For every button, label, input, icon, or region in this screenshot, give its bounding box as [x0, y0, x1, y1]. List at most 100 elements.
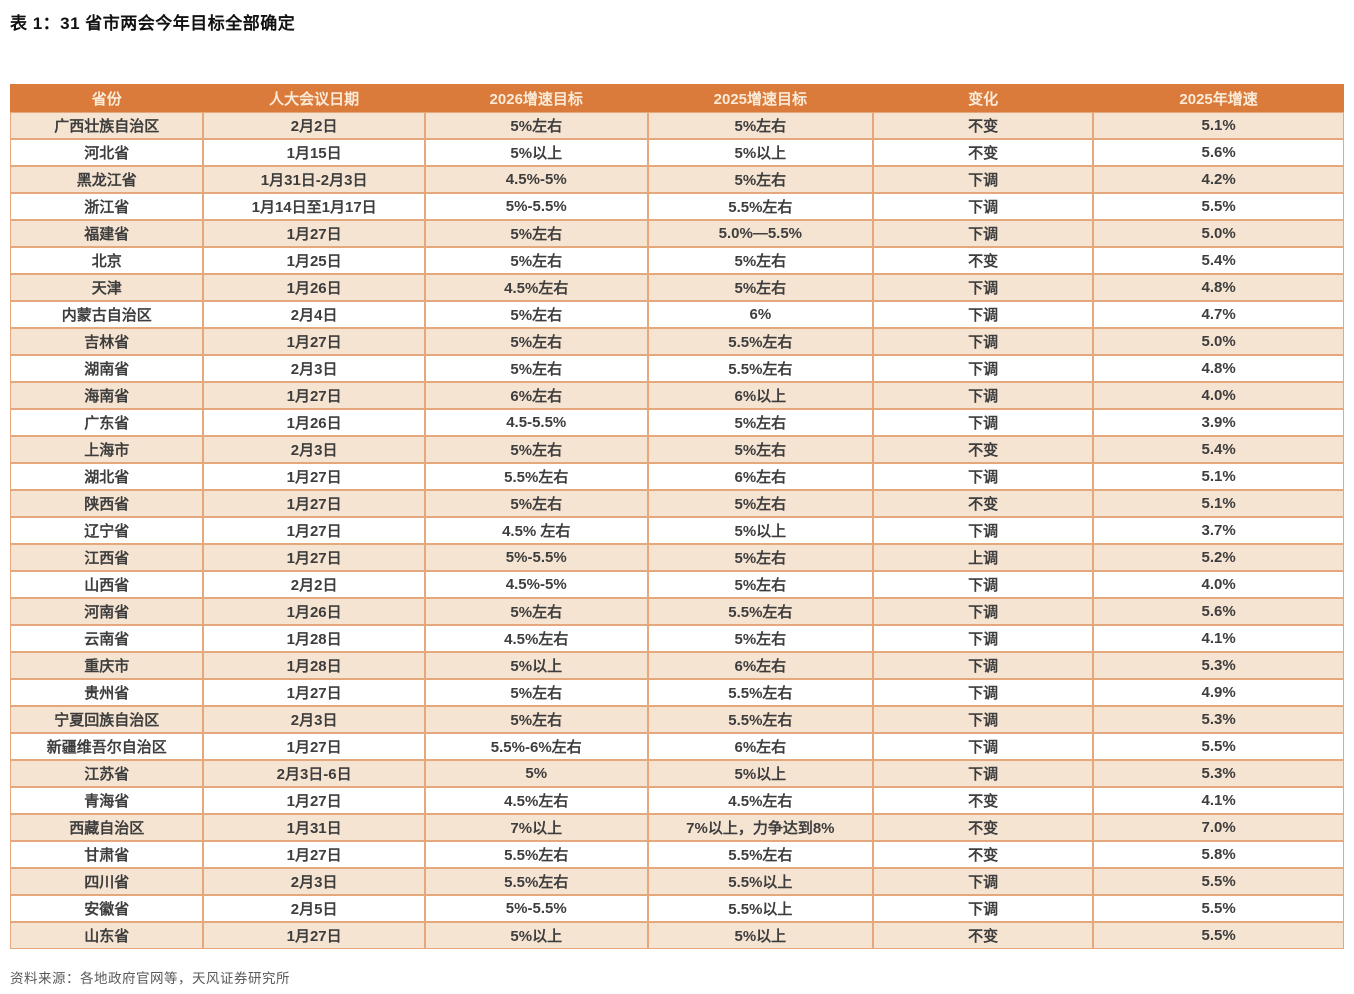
- target-2025-cell: 5.5%左右: [647, 193, 874, 220]
- meeting-date-cell: 1月27日: [203, 517, 425, 544]
- meeting-date-cell: 1月26日: [203, 598, 425, 625]
- growth-2025-cell: 5.3%: [1093, 706, 1344, 733]
- target-2026-cell: 5%左右: [424, 706, 648, 733]
- meeting-date-cell: 1月27日: [203, 328, 425, 355]
- table-row: 河南省 1月26日 5%左右 5.5%左右 下调 5.6%: [10, 598, 1344, 625]
- growth-2025-cell: 5.3%: [1093, 760, 1344, 787]
- province-cell: 河北省: [10, 139, 204, 166]
- table-row: 安徽省 2月5日 5%-5.5% 5.5%以上 下调 5.5%: [10, 895, 1344, 922]
- table-row: 西藏自治区 1月31日 7%以上 7%以上，力争达到8% 不变 7.0%: [10, 814, 1344, 841]
- province-cell: 云南省: [10, 625, 204, 652]
- target-2025-cell: 6%左右: [647, 733, 874, 760]
- change-cell: 下调: [873, 166, 1094, 193]
- change-cell: 下调: [873, 463, 1094, 490]
- target-2025-cell: 5%左右: [647, 112, 874, 139]
- table-row: 吉林省 1月27日 5%左右 5.5%左右 下调 5.0%: [10, 328, 1344, 355]
- table-row: 云南省 1月28日 4.5%左右 5%左右 下调 4.1%: [10, 625, 1344, 652]
- province-cell: 广东省: [10, 409, 204, 436]
- meeting-date-cell: 1月27日: [203, 220, 425, 247]
- target-2025-cell: 6%: [647, 301, 874, 328]
- table-header-row: 省份 人大会议日期 2026增速目标 2025增速目标 变化 2025年增速: [10, 84, 1344, 112]
- target-2026-cell: 5%-5.5%: [424, 193, 648, 220]
- table-row: 湖北省 1月27日 5.5%左右 6%左右 下调 5.1%: [10, 463, 1344, 490]
- meeting-date-cell: 1月27日: [203, 841, 425, 868]
- province-cell: 山东省: [10, 922, 204, 949]
- table-row: 北京 1月25日 5%左右 5%左右 不变 5.4%: [10, 247, 1344, 274]
- target-2025-cell: 5%以上: [647, 760, 874, 787]
- growth-2025-cell: 5.1%: [1093, 463, 1344, 490]
- target-2026-cell: 5%以上: [424, 922, 648, 949]
- target-2026-cell: 4.5%-5%: [424, 571, 648, 598]
- change-cell: 不变: [873, 490, 1094, 517]
- column-header-1: 省份: [10, 84, 204, 112]
- change-cell: 下调: [873, 220, 1094, 247]
- table-row: 陕西省 1月27日 5%左右 5%左右 不变 5.1%: [10, 490, 1344, 517]
- province-cell: 吉林省: [10, 328, 204, 355]
- target-2026-cell: 5%左右: [424, 328, 648, 355]
- growth-2025-cell: 5.5%: [1093, 895, 1344, 922]
- meeting-date-cell: 1月28日: [203, 625, 425, 652]
- target-2025-cell: 5.5%左右: [647, 679, 874, 706]
- province-cell: 海南省: [10, 382, 204, 409]
- meeting-date-cell: 1月31日: [203, 814, 425, 841]
- target-2026-cell: 5%-5.5%: [424, 895, 648, 922]
- target-2025-cell: 7%以上，力争达到8%: [647, 814, 874, 841]
- table-row: 黑龙江省 1月31日-2月3日 4.5%-5% 5%左右 下调 4.2%: [10, 166, 1344, 193]
- target-2025-cell: 5%左右: [647, 409, 874, 436]
- target-2025-cell: 5.5%左右: [647, 706, 874, 733]
- target-2026-cell: 5%: [424, 760, 648, 787]
- province-cell: 重庆市: [10, 652, 204, 679]
- meeting-date-cell: 2月4日: [203, 301, 425, 328]
- change-cell: 下调: [873, 625, 1094, 652]
- growth-2025-cell: 5.2%: [1093, 544, 1344, 571]
- change-cell: 不变: [873, 841, 1094, 868]
- table-row: 河北省 1月15日 5%以上 5%以上 不变 5.6%: [10, 139, 1344, 166]
- target-2026-cell: 5%以上: [424, 652, 648, 679]
- table-row: 江苏省 2月3日-6日 5% 5%以上 下调 5.3%: [10, 760, 1344, 787]
- change-cell: 不变: [873, 814, 1094, 841]
- target-2025-cell: 5%左右: [647, 625, 874, 652]
- target-2026-cell: 5.5%-6%左右: [424, 733, 648, 760]
- target-2026-cell: 5%左右: [424, 220, 648, 247]
- target-2026-cell: 5%以上: [424, 139, 648, 166]
- target-2025-cell: 4.5%左右: [647, 787, 874, 814]
- meeting-date-cell: 1月27日: [203, 463, 425, 490]
- meeting-date-cell: 1月27日: [203, 922, 425, 949]
- change-cell: 不变: [873, 436, 1094, 463]
- meeting-date-cell: 2月5日: [203, 895, 425, 922]
- province-cell: 山西省: [10, 571, 204, 598]
- growth-2025-cell: 5.0%: [1093, 220, 1344, 247]
- target-2026-cell: 5%-5.5%: [424, 544, 648, 571]
- target-2025-cell: 6%左右: [647, 652, 874, 679]
- target-2026-cell: 7%以上: [424, 814, 648, 841]
- province-cell: 新疆维吾尔自治区: [10, 733, 204, 760]
- meeting-date-cell: 1月15日: [203, 139, 425, 166]
- table-row: 宁夏回族自治区 2月3日 5%左右 5.5%左右 下调 5.3%: [10, 706, 1344, 733]
- meeting-date-cell: 2月3日-6日: [203, 760, 425, 787]
- change-cell: 不变: [873, 787, 1094, 814]
- column-header-5: 变化: [873, 84, 1094, 112]
- target-2025-cell: 5%左右: [647, 274, 874, 301]
- table-title: 表 1：31 省市两会今年目标全部确定: [10, 14, 296, 33]
- meeting-date-cell: 2月2日: [203, 112, 425, 139]
- table-row: 辽宁省 1月27日 4.5% 左右 5%以上 下调 3.7%: [10, 517, 1344, 544]
- change-cell: 下调: [873, 598, 1094, 625]
- target-2026-cell: 4.5%左右: [424, 787, 648, 814]
- meeting-date-cell: 1月28日: [203, 652, 425, 679]
- table-row: 广东省 1月26日 4.5-5.5% 5%左右 下调 3.9%: [10, 409, 1344, 436]
- province-cell: 浙江省: [10, 193, 204, 220]
- change-cell: 不变: [873, 112, 1094, 139]
- target-2026-cell: 4.5%左右: [424, 625, 648, 652]
- meeting-date-cell: 1月14日至1月17日: [203, 193, 425, 220]
- change-cell: 下调: [873, 517, 1094, 544]
- target-2025-cell: 5%左右: [647, 544, 874, 571]
- growth-2025-cell: 4.8%: [1093, 355, 1344, 382]
- target-2025-cell: 5%左右: [647, 436, 874, 463]
- province-cell: 湖北省: [10, 463, 204, 490]
- target-2025-cell: 5.5%左右: [647, 841, 874, 868]
- target-2026-cell: 4.5% 左右: [424, 517, 648, 544]
- target-2025-cell: 6%左右: [647, 463, 874, 490]
- province-cell: 北京: [10, 247, 204, 274]
- target-2025-cell: 5.0%—5.5%: [647, 220, 874, 247]
- column-header-3: 2026增速目标: [424, 84, 648, 112]
